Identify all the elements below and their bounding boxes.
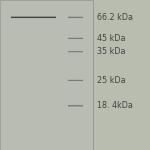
Bar bbox=[0, 0, 93, 150]
Text: 25 kDa: 25 kDa bbox=[97, 76, 125, 85]
Text: 45 kDa: 45 kDa bbox=[97, 34, 125, 43]
Text: 35 kDa: 35 kDa bbox=[97, 47, 125, 56]
Text: 18. 4kDa: 18. 4kDa bbox=[97, 101, 133, 110]
Text: 66.2 kDa: 66.2 kDa bbox=[97, 13, 133, 22]
